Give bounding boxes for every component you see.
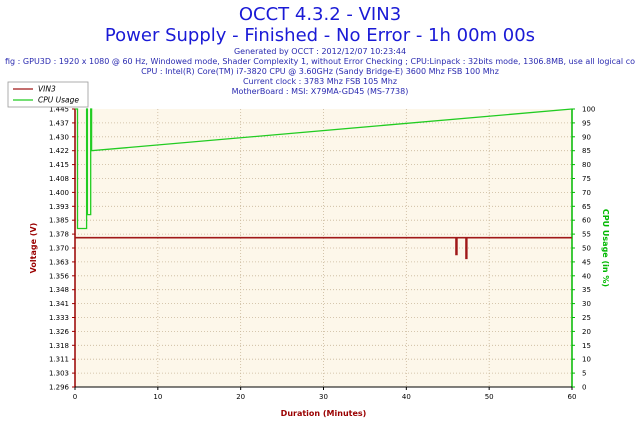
y-tick-label: 1.296 [49,384,70,392]
y2-tick-label: 90 [582,133,591,141]
y-tick-label: 1.385 [49,217,69,225]
y2-tick-label: 95 [582,119,591,127]
y-tick-label: 1.408 [49,175,69,183]
y-tick-label: 1.430 [49,133,69,141]
y-tick-label: 1.415 [49,161,69,169]
y2-tick-label: 40 [582,272,591,280]
y2-tick-label: 100 [582,106,595,114]
x-tick-label: 0 [73,393,77,401]
y2-tick-label: 75 [582,175,591,183]
y-tick-label: 1.303 [49,370,69,378]
y-tick-label: 1.326 [49,328,70,336]
series-vin3-line [75,236,572,260]
legend-label: VIN3 [38,85,56,94]
info-cpu: CPU : Intel(R) Core(TM) i7-3820 CPU @ 3.… [141,67,499,76]
y-tick-label: 1.378 [49,231,69,239]
x-tick-label: 10 [153,393,162,401]
y-tick-label: 1.422 [49,147,69,155]
x-tick-label: 50 [485,393,494,401]
y2-tick-label: 60 [582,217,591,225]
y-tick-label: 1.356 [49,272,70,280]
y-tick-label: 1.393 [49,203,69,211]
y2-tick-label: 30 [582,300,591,308]
series-cpu-usage-line [75,108,573,230]
y2-tick-label: 25 [582,314,591,322]
y2-tick-label: 65 [582,203,591,211]
y2-tick-label: 50 [582,245,591,253]
y-tick-label: 1.437 [49,119,69,127]
y2-tick-label: 0 [582,384,586,392]
y2-axis-title: CPU Usage (in %) [601,209,610,287]
x-tick-label: 30 [319,393,328,401]
y-tick-label: 1.341 [49,300,69,308]
x-axis-title: Duration (Minutes) [281,409,367,418]
y-tick-label: 1.445 [49,106,69,114]
y2-tick-label: 55 [582,231,591,239]
y-tick-label: 1.333 [49,314,69,322]
y2-tick-label: 45 [582,258,591,266]
legend-label: CPU Usage [38,96,79,105]
y2-tick-label: 80 [582,161,591,169]
legend-box [7,81,89,108]
info-motherboard: MotherBoard : MSI: X79MA-GD45 (MS-7738) [231,87,409,96]
info-config: fig : GPU3D : 1920 x 1080 @ 60 Hz, Windo… [5,57,635,66]
y2-tick-label: 15 [582,342,591,350]
y-axis-title: Voltage (V) [29,223,38,274]
x-tick-label: 20 [236,393,245,401]
y2-tick-label: 10 [582,356,591,364]
chart-title: OCCT 4.3.2 - VIN3 [238,4,402,25]
y-tick-label: 1.318 [49,342,69,350]
y-tick-label: 1.348 [49,286,69,294]
x-tick-label: 60 [568,393,577,401]
y2-tick-label: 20 [582,328,591,336]
info-generated: Generated by OCCT : 2012/12/07 10:23:44 [233,47,407,56]
x-tick-label: 40 [402,393,411,401]
y-tick-label: 1.400 [49,189,69,197]
y2-tick-label: 85 [582,147,591,155]
y2-tick-label: 70 [582,189,591,197]
y2-tick-label: 5 [582,370,586,378]
y-tick-label: 1.370 [49,245,69,253]
chart-subtitle: Power Supply - Finished - No Error - 1h … [104,25,536,46]
y2-tick-label: 35 [582,286,591,294]
y-tick-label: 1.311 [49,356,69,364]
info-clock: Current clock : 3783 Mhz FSB 105 Mhz [242,77,398,86]
y-tick-label: 1.363 [49,258,69,266]
